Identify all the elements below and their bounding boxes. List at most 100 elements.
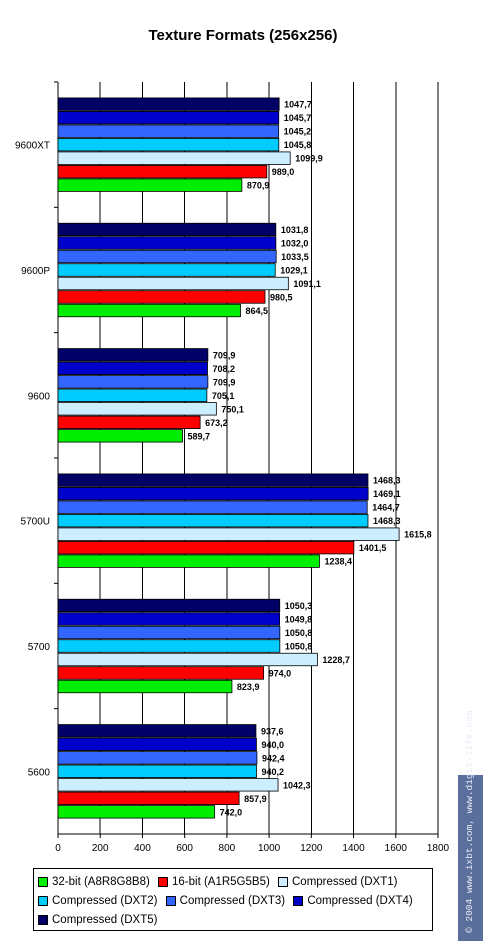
bar <box>57 652 318 667</box>
x-tick-label: 600 <box>176 843 193 854</box>
bar <box>57 751 258 765</box>
data-label: 750,1 <box>221 404 244 414</box>
data-label: 1029,1 <box>280 266 308 276</box>
data-label: 1401,5 <box>359 543 387 553</box>
plot-area: 0 200 400 600 800 1000 1200 1400 1600 1800 9600XT 1… <box>15 81 450 854</box>
legend-item: Compressed (DXT5) <box>38 910 157 929</box>
data-label: 1033,5 <box>281 252 309 262</box>
bar <box>57 124 280 138</box>
x-tick-label: 0 <box>55 843 61 854</box>
watermark-text: © 2004 www.ixbt.com, www.digit-life.com <box>464 710 475 933</box>
data-label: 709,9 <box>213 377 236 387</box>
data-label: 1050,8 <box>285 628 313 638</box>
data-label: 705,1 <box>212 391 235 401</box>
bar <box>57 554 320 568</box>
category-label: 5700 <box>28 642 51 653</box>
legend-item: 32-bit (A8R8G8B8) <box>38 872 150 891</box>
data-label: 1091,1 <box>293 279 321 289</box>
legend-item: Compressed (DXT3) <box>165 891 286 910</box>
bar <box>57 263 276 277</box>
data-label: 1031,8 <box>281 225 309 235</box>
legend-label: Compressed (DXT2) <box>52 894 158 907</box>
data-label: 1047,7 <box>284 100 312 110</box>
chart-title: Texture Formats (256x256) <box>149 27 338 44</box>
bar <box>57 236 277 250</box>
data-label: 942,4 <box>262 753 285 763</box>
bar <box>57 514 369 528</box>
data-label: 589,7 <box>187 431 210 441</box>
data-label: 1050,3 <box>285 601 313 611</box>
bar <box>57 165 268 179</box>
bar <box>57 348 209 362</box>
legend-item: Compressed (DXT4) <box>293 891 413 910</box>
data-label: 1228,7 <box>322 655 350 665</box>
bar <box>57 639 281 653</box>
data-label: 1050,8 <box>285 642 313 652</box>
legend-swatch <box>278 876 288 887</box>
bar <box>57 290 266 304</box>
data-label: 1049,8 <box>285 615 313 625</box>
bar <box>57 500 368 514</box>
bar <box>57 764 257 778</box>
category-label: 5600 <box>28 767 51 778</box>
data-label: 1045,7 <box>284 113 312 123</box>
data-label: 940,2 <box>261 767 284 777</box>
data-label: 989,0 <box>272 167 295 177</box>
data-label: 870,9 <box>247 181 270 191</box>
bar <box>57 791 240 805</box>
data-label: 823,9 <box>237 682 260 692</box>
legend-swatch <box>38 895 48 906</box>
bar <box>57 178 243 192</box>
data-label: 1045,8 <box>284 140 312 150</box>
bar <box>57 805 216 819</box>
data-label: 974,0 <box>269 669 292 679</box>
bar <box>57 111 280 125</box>
bar <box>57 679 233 694</box>
data-label: 1045,2 <box>284 127 312 137</box>
data-label: 1468,3 <box>373 476 401 486</box>
legend-label: 32-bit (A8R8G8B8) <box>52 875 150 888</box>
legend-label: Compressed (DXT5) <box>52 913 158 926</box>
legend-label: 16-bit (A1R5G5B5) <box>172 875 270 888</box>
data-label: 857,9 <box>244 794 267 804</box>
x-tick-label: 1000 <box>258 843 281 854</box>
data-label: 1238,4 <box>324 557 352 567</box>
data-label: 1615,8 <box>404 530 432 540</box>
x-tick-label: 1800 <box>427 843 450 854</box>
legend-swatch <box>158 876 168 887</box>
bar <box>57 612 281 626</box>
x-tick-label: 1400 <box>342 843 365 854</box>
bar <box>57 97 280 111</box>
data-label: 937,6 <box>261 726 284 736</box>
category-label: 9600P <box>21 266 50 277</box>
bar <box>57 625 281 640</box>
data-label: 1464,7 <box>372 503 400 513</box>
x-tick-label: 1200 <box>300 843 323 854</box>
legend-label: Compressed (DXT3) <box>179 894 286 907</box>
data-label: 980,5 <box>270 293 293 303</box>
legend: 32-bit (A8R8G8B8) 16-bit (A1R5G5B5) Comp… <box>33 868 433 931</box>
data-label: 864,5 <box>246 306 269 316</box>
bar <box>57 527 400 541</box>
category-label: 9600XT <box>15 141 50 152</box>
data-label: 1032,0 <box>281 239 309 249</box>
legend-label: Compressed (DXT4) <box>307 894 413 907</box>
bar <box>57 666 265 680</box>
x-tick-label: 200 <box>92 843 109 854</box>
bar <box>57 222 277 237</box>
x-tick-label: 800 <box>219 843 236 854</box>
bar <box>57 737 257 751</box>
legend-swatch <box>38 914 48 925</box>
legend-swatch <box>293 895 304 906</box>
bar <box>57 541 355 555</box>
bar <box>57 473 369 487</box>
data-label: 940,0 <box>261 740 284 750</box>
data-label: 1469,1 <box>373 489 401 499</box>
data-label: 742,0 <box>220 807 243 817</box>
bar <box>57 276 289 291</box>
bar <box>57 303 241 318</box>
bar <box>57 375 209 389</box>
bar <box>57 151 291 165</box>
bar <box>57 361 208 375</box>
bar <box>57 402 217 416</box>
